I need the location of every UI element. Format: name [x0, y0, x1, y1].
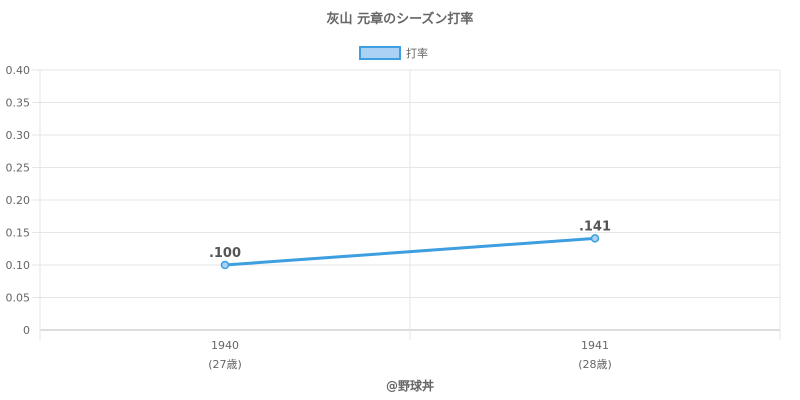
- y-axis-ticks: 0.40 0.35 0.30 0.25 0.20 0.15 0.10 0.05 0: [6, 64, 31, 337]
- data-point[interactable]: [590, 234, 600, 243]
- data-point[interactable]: [220, 260, 230, 270]
- legend[interactable]: 打率: [359, 46, 428, 60]
- y-tick-label: 0.25: [6, 162, 31, 175]
- y-tick-label: 0.35: [6, 97, 31, 110]
- y-tick-label: 0.30: [6, 129, 31, 142]
- grid: [32, 69, 781, 340]
- x-tick-sublabel: (27歳): [208, 358, 242, 371]
- x-tick-sublabel: (28歳): [578, 358, 612, 371]
- data-label: .141: [579, 219, 611, 234]
- y-tick-label: 0: [23, 324, 30, 337]
- chart-title: 灰山 元章のシーズン打率: [327, 11, 474, 27]
- legend-label: 打率: [406, 46, 428, 60]
- x-axis-ticks: 1940 (27歳) 1941 (28歳): [208, 339, 612, 371]
- series: .100 .141: [209, 219, 611, 270]
- data-label: .100: [209, 246, 241, 261]
- y-tick-label: 0.05: [6, 292, 31, 305]
- x-tick-label: 1940: [211, 339, 239, 352]
- y-tick-label: 0.15: [6, 227, 31, 240]
- y-tick-label: 0.10: [6, 259, 31, 272]
- x-tick-label: 1941: [581, 339, 609, 352]
- y-tick-label: 0.20: [6, 194, 31, 207]
- footer-credit: @野球丼: [386, 378, 434, 393]
- series-line: [224, 236, 596, 267]
- legend-swatch: [359, 46, 401, 60]
- y-tick-label: 0.40: [6, 64, 31, 77]
